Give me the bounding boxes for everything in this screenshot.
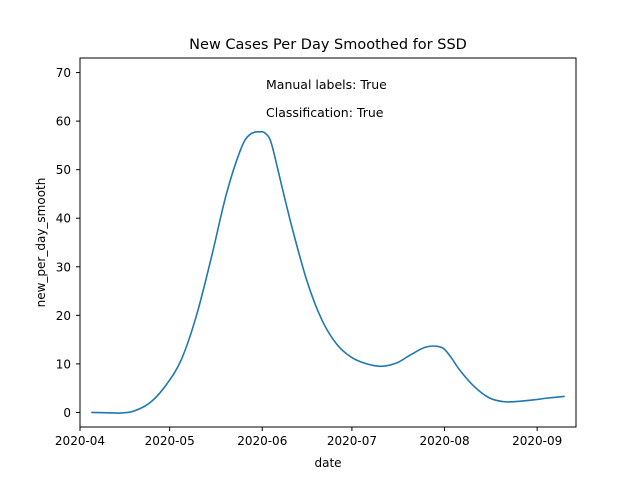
y-axis-label: new_per_day_smooth <box>34 178 48 308</box>
plot-area: 2020-04 2020-05 2020-06 2020-07 2020-08 2020-… <box>55 57 577 448</box>
x-tick-label: 2020-05 <box>145 434 195 448</box>
y-tick-label: 50 <box>56 163 71 177</box>
y-tick-label: 0 <box>63 406 71 420</box>
y-tick-label: 70 <box>56 66 71 80</box>
x-tick-label: 2020-04 <box>55 434 105 448</box>
x-tick-label: 2020-08 <box>419 434 469 448</box>
y-tick-label: 10 <box>56 357 71 371</box>
x-tick-label: 2020-07 <box>327 434 377 448</box>
x-axis-label: date <box>314 456 341 470</box>
annotation-classification: Classification: True <box>266 105 384 120</box>
y-axis: 0 10 20 30 40 50 60 70 <box>56 66 80 420</box>
x-tick-label: 2020-09 <box>512 434 562 448</box>
x-tick-label: 2020-06 <box>237 434 287 448</box>
y-tick-label: 40 <box>56 212 71 226</box>
series-line <box>91 130 565 414</box>
plot-frame <box>79 57 577 428</box>
y-tick-label: 30 <box>56 260 71 274</box>
y-tick-label: 20 <box>56 309 71 323</box>
y-tick-label: 60 <box>56 115 71 129</box>
chart-title: New Cases Per Day Smoothed for SSD <box>189 37 467 53</box>
x-axis: 2020-04 2020-05 2020-06 2020-07 2020-08 2020-… <box>55 427 562 448</box>
annotation-manual-labels: Manual labels: True <box>266 77 387 92</box>
